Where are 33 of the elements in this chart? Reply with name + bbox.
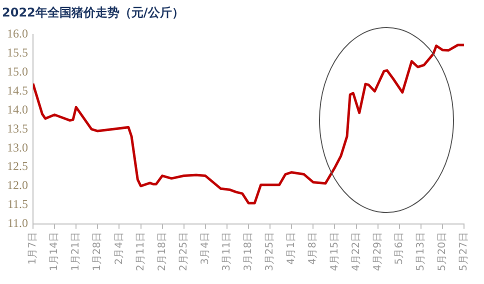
x-tick-label: 5月27日	[458, 232, 470, 272]
x-tick-label: 5月13日	[415, 232, 426, 272]
chart-title: 2022年全国猪价走势（元/公斤）	[2, 5, 184, 20]
y-tick-label: 11.0	[7, 216, 28, 230]
x-tick-label: 2月11日	[135, 232, 146, 272]
y-tick-label: 13.5	[7, 121, 28, 136]
x-tick-label: 1月21日	[70, 232, 82, 272]
y-tick-label: 13.0	[7, 140, 28, 154]
x-tick-label: 3月11日	[222, 232, 233, 272]
y-tick-label: 12.5	[7, 159, 28, 174]
y-tick-label: 14.5	[7, 83, 28, 98]
x-tick-label: 5月20日	[437, 232, 448, 272]
x-tick-label: 4月29日	[372, 232, 384, 272]
x-tick-label: 5月6日	[394, 232, 405, 265]
x-tick-label: 1月14日	[49, 232, 60, 272]
x-tick-label: 3月4日	[200, 232, 211, 265]
x-tick-label: 2月4日	[114, 232, 125, 265]
x-tick-label: 3月25日	[264, 232, 276, 272]
y-tick-label: 15.5	[7, 46, 28, 60]
x-tick-label: 4月22日	[350, 232, 362, 272]
x-tick-label: 2月18日	[156, 232, 168, 272]
y-tick-label: 15.0	[7, 64, 28, 78]
x-tick-label: 3月18日	[243, 232, 254, 272]
x-tick-label: 1月28日	[92, 232, 104, 272]
y-tick-label: 16.0	[7, 26, 28, 41]
x-tick-label: 1月7日	[28, 232, 39, 265]
x-tick-label: 2月25日	[178, 232, 190, 272]
x-tick-label: 4月1日	[286, 232, 298, 265]
x-tick-label: 4月15日	[329, 232, 340, 272]
x-tick-label: 4月8日	[308, 232, 319, 265]
y-tick-label: 12.0	[7, 178, 28, 192]
y-tick-label: 11.5	[7, 197, 28, 212]
y-tick-label: 14.0	[7, 102, 28, 116]
